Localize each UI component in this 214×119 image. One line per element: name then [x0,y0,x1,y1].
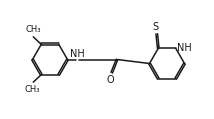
Text: CH₃: CH₃ [25,25,40,34]
Text: CH₃: CH₃ [25,85,40,94]
Text: NH: NH [70,49,84,59]
Text: S: S [152,22,158,32]
Text: NH: NH [177,43,192,53]
Text: O: O [106,75,114,85]
